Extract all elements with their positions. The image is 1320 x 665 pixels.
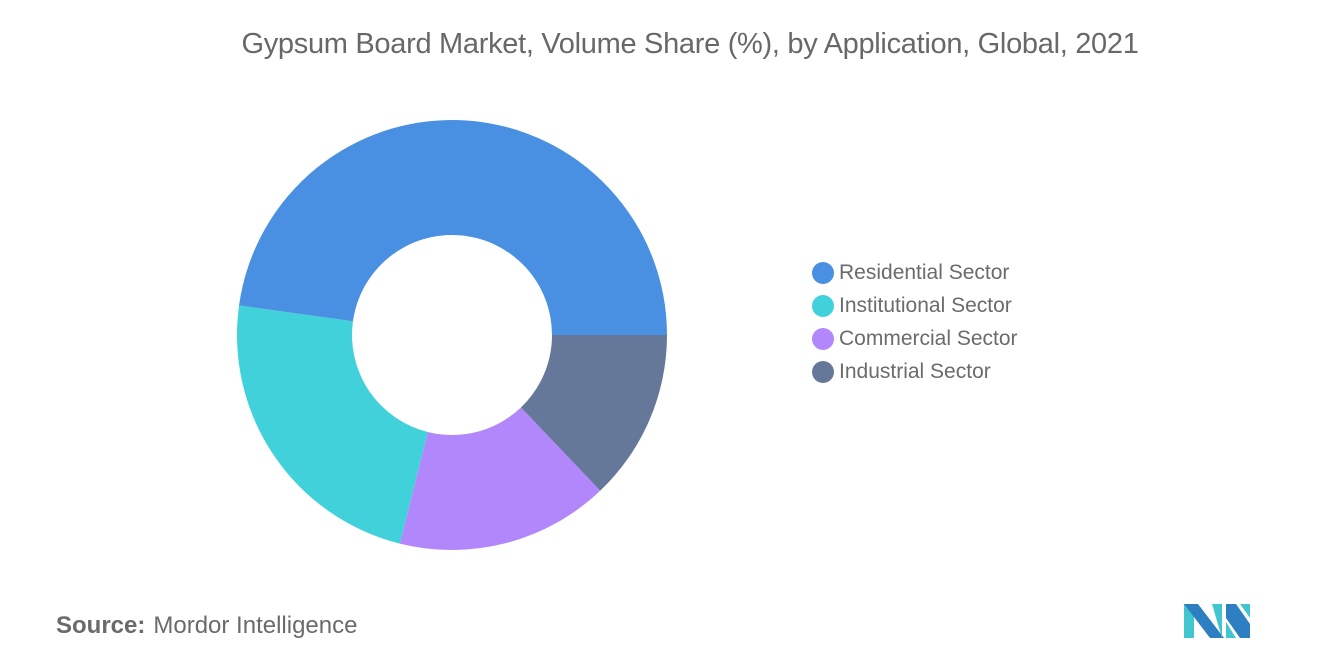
legend-swatch-icon — [812, 327, 834, 350]
legend-swatch-icon — [812, 294, 834, 317]
legend-label: Industrial Sector — [839, 359, 991, 383]
donut-slice-institutional-sector — [236, 305, 428, 544]
source-note: Source: Mordor Intelligence — [56, 612, 357, 640]
legend-label: Institutional Sector — [839, 293, 1012, 317]
source-label: Source: — [56, 612, 146, 639]
donut-slice-residential-sector — [239, 119, 668, 335]
legend-label: Commercial Sector — [839, 326, 1018, 350]
donut-slice-commercial-sector — [399, 407, 601, 551]
legend-item-commercial: Commercial Sector — [812, 322, 1018, 355]
donut-slice-industrial-sector — [520, 335, 667, 491]
chart-title: Gypsum Board Market, Volume Share (%), b… — [241, 28, 1139, 60]
legend-item-residential: Residential Sector — [812, 256, 1018, 289]
donut-slices — [236, 119, 668, 551]
legend-item-institutional: Institutional Sector — [812, 289, 1018, 322]
legend-item-industrial: Industrial Sector — [812, 355, 1018, 388]
legend-swatch-icon — [812, 261, 834, 284]
legend: Residential Sector Institutional Sector … — [812, 256, 1018, 388]
legend-label: Residential Sector — [839, 260, 1010, 284]
legend-swatch-icon — [812, 360, 834, 383]
mordor-intelligence-logo-icon — [1184, 604, 1250, 638]
source-value: Mordor Intelligence — [153, 612, 358, 639]
